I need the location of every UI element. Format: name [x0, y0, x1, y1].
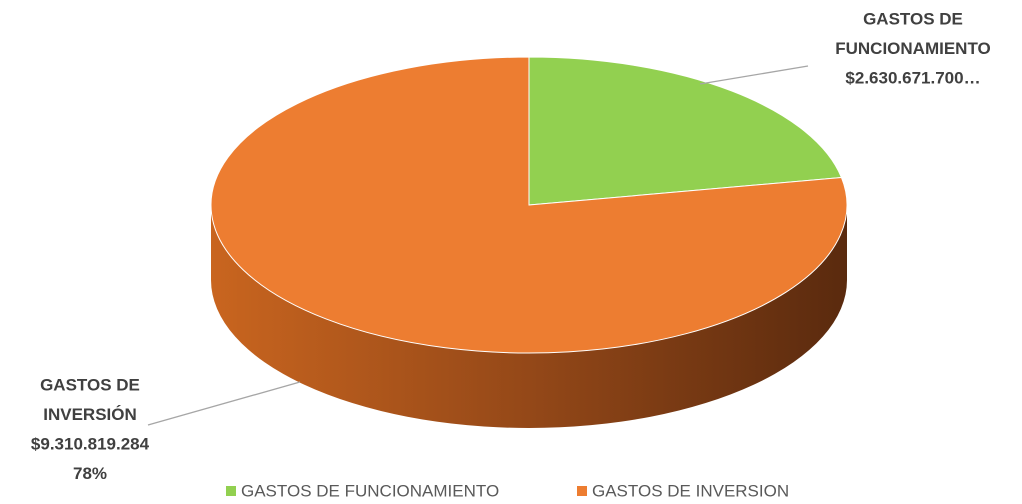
legend-swatch	[577, 486, 587, 496]
slice	[528, 56, 843, 206]
legend-swatch	[226, 486, 236, 496]
data-label: $9.310.819.284	[31, 434, 150, 453]
data-label: INVERSIÓN	[43, 405, 137, 424]
slice	[210, 56, 848, 354]
data-label: 78%	[73, 464, 107, 483]
data-label: GASTOS DE	[863, 9, 963, 28]
data-label: $2.630.671.700…	[845, 68, 980, 87]
leader-line	[147, 381, 301, 426]
leader-line	[699, 65, 809, 85]
data-label: FUNCIONAMIENTO	[835, 39, 991, 58]
legend-label: GASTOS DE INVERSION	[592, 481, 789, 500]
legend-label: GASTOS DE FUNCIONAMIENTO	[241, 481, 499, 500]
data-label: GASTOS DE	[40, 375, 140, 394]
slice-side	[211, 205, 847, 428]
